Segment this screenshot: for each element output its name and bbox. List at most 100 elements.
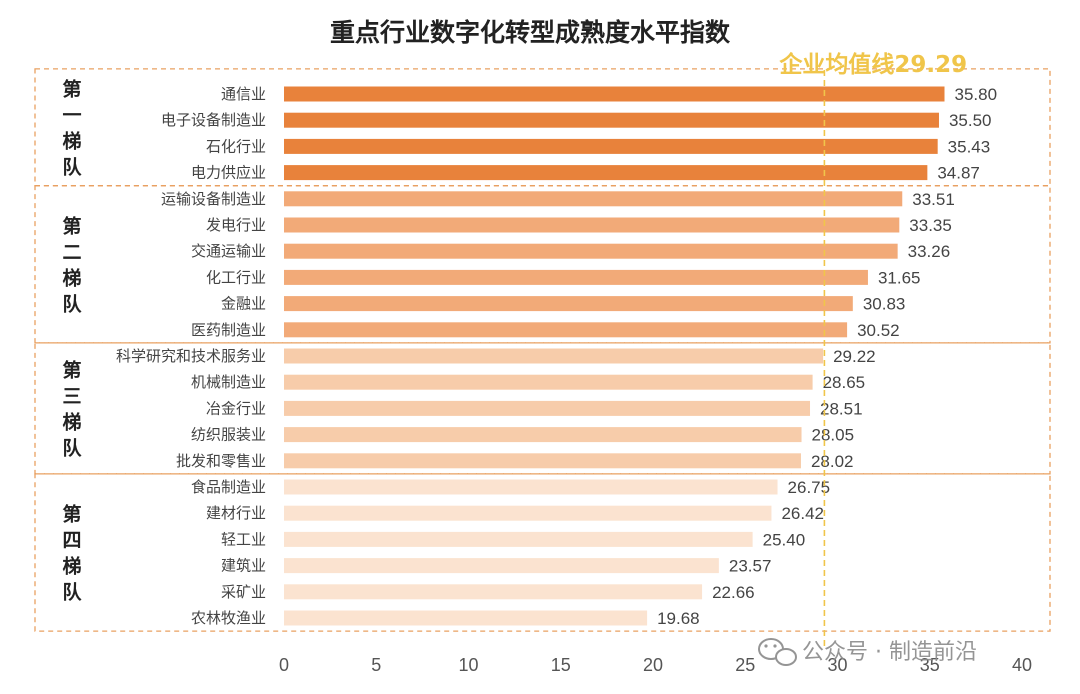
tier-label-char: 第 xyxy=(62,214,81,237)
value-label: 19.68 xyxy=(657,609,700,628)
x-tick-label: 10 xyxy=(458,655,478,675)
category-label: 电力供应业 xyxy=(191,164,266,182)
bar xyxy=(284,374,813,390)
value-label: 26.75 xyxy=(788,478,831,497)
bar xyxy=(284,217,900,233)
value-label: 26.42 xyxy=(781,504,824,523)
bar xyxy=(284,531,753,547)
category-label: 电子设备制造业 xyxy=(161,111,266,129)
value-label: 34.87 xyxy=(937,164,980,183)
x-tick-label: 5 xyxy=(371,655,381,675)
tier-label-char: 三 xyxy=(62,385,81,407)
tier-label-char: 四 xyxy=(62,530,81,552)
x-tick-label: 20 xyxy=(643,655,663,675)
value-label: 35.43 xyxy=(948,137,991,156)
bar xyxy=(284,610,648,626)
tier-label-char: 梯 xyxy=(62,555,81,578)
value-label: 22.66 xyxy=(712,583,755,602)
chart-title: 重点行业数字化转型成熟度水平指数 xyxy=(330,18,731,47)
average-line-label: 企业均值线29.29 xyxy=(778,51,967,78)
value-label: 25.40 xyxy=(763,530,806,549)
x-tick-label: 30 xyxy=(827,655,847,675)
value-label: 30.52 xyxy=(857,321,900,340)
category-label: 交通运输业 xyxy=(191,242,266,260)
category-label: 通信业 xyxy=(221,85,266,103)
value-label: 33.35 xyxy=(909,216,952,235)
category-label: 医药制造业 xyxy=(191,321,266,339)
value-label: 35.50 xyxy=(949,111,992,130)
category-label: 运输设备制造业 xyxy=(161,190,266,208)
category-label: 机械制造业 xyxy=(191,373,266,391)
category-label: 食品制造业 xyxy=(191,478,266,496)
category-label: 建筑业 xyxy=(221,557,266,575)
category-label: 科学研究和技术服务业 xyxy=(116,347,266,365)
tier-label-char: 二 xyxy=(62,241,81,263)
tier-label-char: 队 xyxy=(62,436,82,459)
wechat-icon xyxy=(758,638,797,666)
labels: 通信业 35.80 电子设备制造业 35.50 石化行业 35.43 电力供应业 34.87 运… xyxy=(116,85,997,628)
x-tick-label: 25 xyxy=(735,655,755,675)
bar xyxy=(284,243,898,259)
value-label: 28.65 xyxy=(823,373,866,392)
bar xyxy=(284,479,778,495)
bar xyxy=(284,400,811,416)
bar xyxy=(284,269,868,285)
bar xyxy=(284,584,703,600)
tier-box xyxy=(34,185,1051,344)
x-tick-label: 15 xyxy=(551,655,571,675)
value-label: 33.51 xyxy=(912,190,955,209)
bar xyxy=(284,296,853,312)
tier-label-char: 队 xyxy=(62,155,82,178)
bar xyxy=(284,191,903,207)
bar xyxy=(284,322,848,338)
bar xyxy=(284,86,945,102)
tier-label-char: 第 xyxy=(62,358,81,381)
bar xyxy=(284,453,801,469)
x-tick-label: 0 xyxy=(279,655,289,675)
category-label: 石化行业 xyxy=(206,137,266,155)
category-label: 发电行业 xyxy=(206,216,266,234)
bar xyxy=(284,138,938,154)
watermark: 公众号 · 制造前沿 xyxy=(758,638,977,666)
tier-label-char: 第 xyxy=(62,77,81,100)
category-label: 农林牧渔业 xyxy=(191,609,266,627)
value-label: 28.51 xyxy=(820,399,863,418)
category-label: 采矿业 xyxy=(221,583,266,601)
value-label: 30.83 xyxy=(863,295,906,314)
bar xyxy=(284,165,928,181)
value-label: 28.05 xyxy=(812,426,855,445)
x-tick-label: 40 xyxy=(1012,655,1032,675)
bar xyxy=(284,112,939,128)
tier-label-char: 队 xyxy=(62,581,82,604)
tier-label-char: 梯 xyxy=(62,410,81,433)
category-label: 批发和零售业 xyxy=(176,452,266,470)
tier-label-char: 第 xyxy=(62,503,81,526)
category-label: 轻工业 xyxy=(221,530,266,548)
tier-label-char: 队 xyxy=(62,292,82,315)
value-label: 29.22 xyxy=(833,347,876,366)
tier-label-char: 一 xyxy=(62,104,81,126)
x-axis-ticks: 0 5 10 15 20 25 30 35 40 xyxy=(279,655,1032,675)
value-label: 31.65 xyxy=(878,268,921,287)
value-label: 23.57 xyxy=(729,557,772,576)
category-label: 冶金行业 xyxy=(206,399,266,417)
category-label: 金融业 xyxy=(221,295,266,313)
bar xyxy=(284,348,824,364)
bar xyxy=(284,505,772,521)
bar xyxy=(284,427,802,443)
watermark-text: 公众号 · 制造前沿 xyxy=(802,640,977,665)
value-label: 28.02 xyxy=(811,452,854,471)
tier-label-char: 梯 xyxy=(62,129,81,152)
value-label: 35.80 xyxy=(955,85,998,104)
x-tick-label: 35 xyxy=(920,655,940,675)
tier-box xyxy=(34,342,1051,475)
bar xyxy=(284,558,719,574)
bars xyxy=(284,86,945,626)
tier-label-char: 梯 xyxy=(62,266,81,289)
category-label: 化工行业 xyxy=(206,268,266,286)
tier-box xyxy=(34,473,1051,632)
category-label: 纺织服装业 xyxy=(191,426,266,444)
category-label: 建材行业 xyxy=(206,504,266,522)
